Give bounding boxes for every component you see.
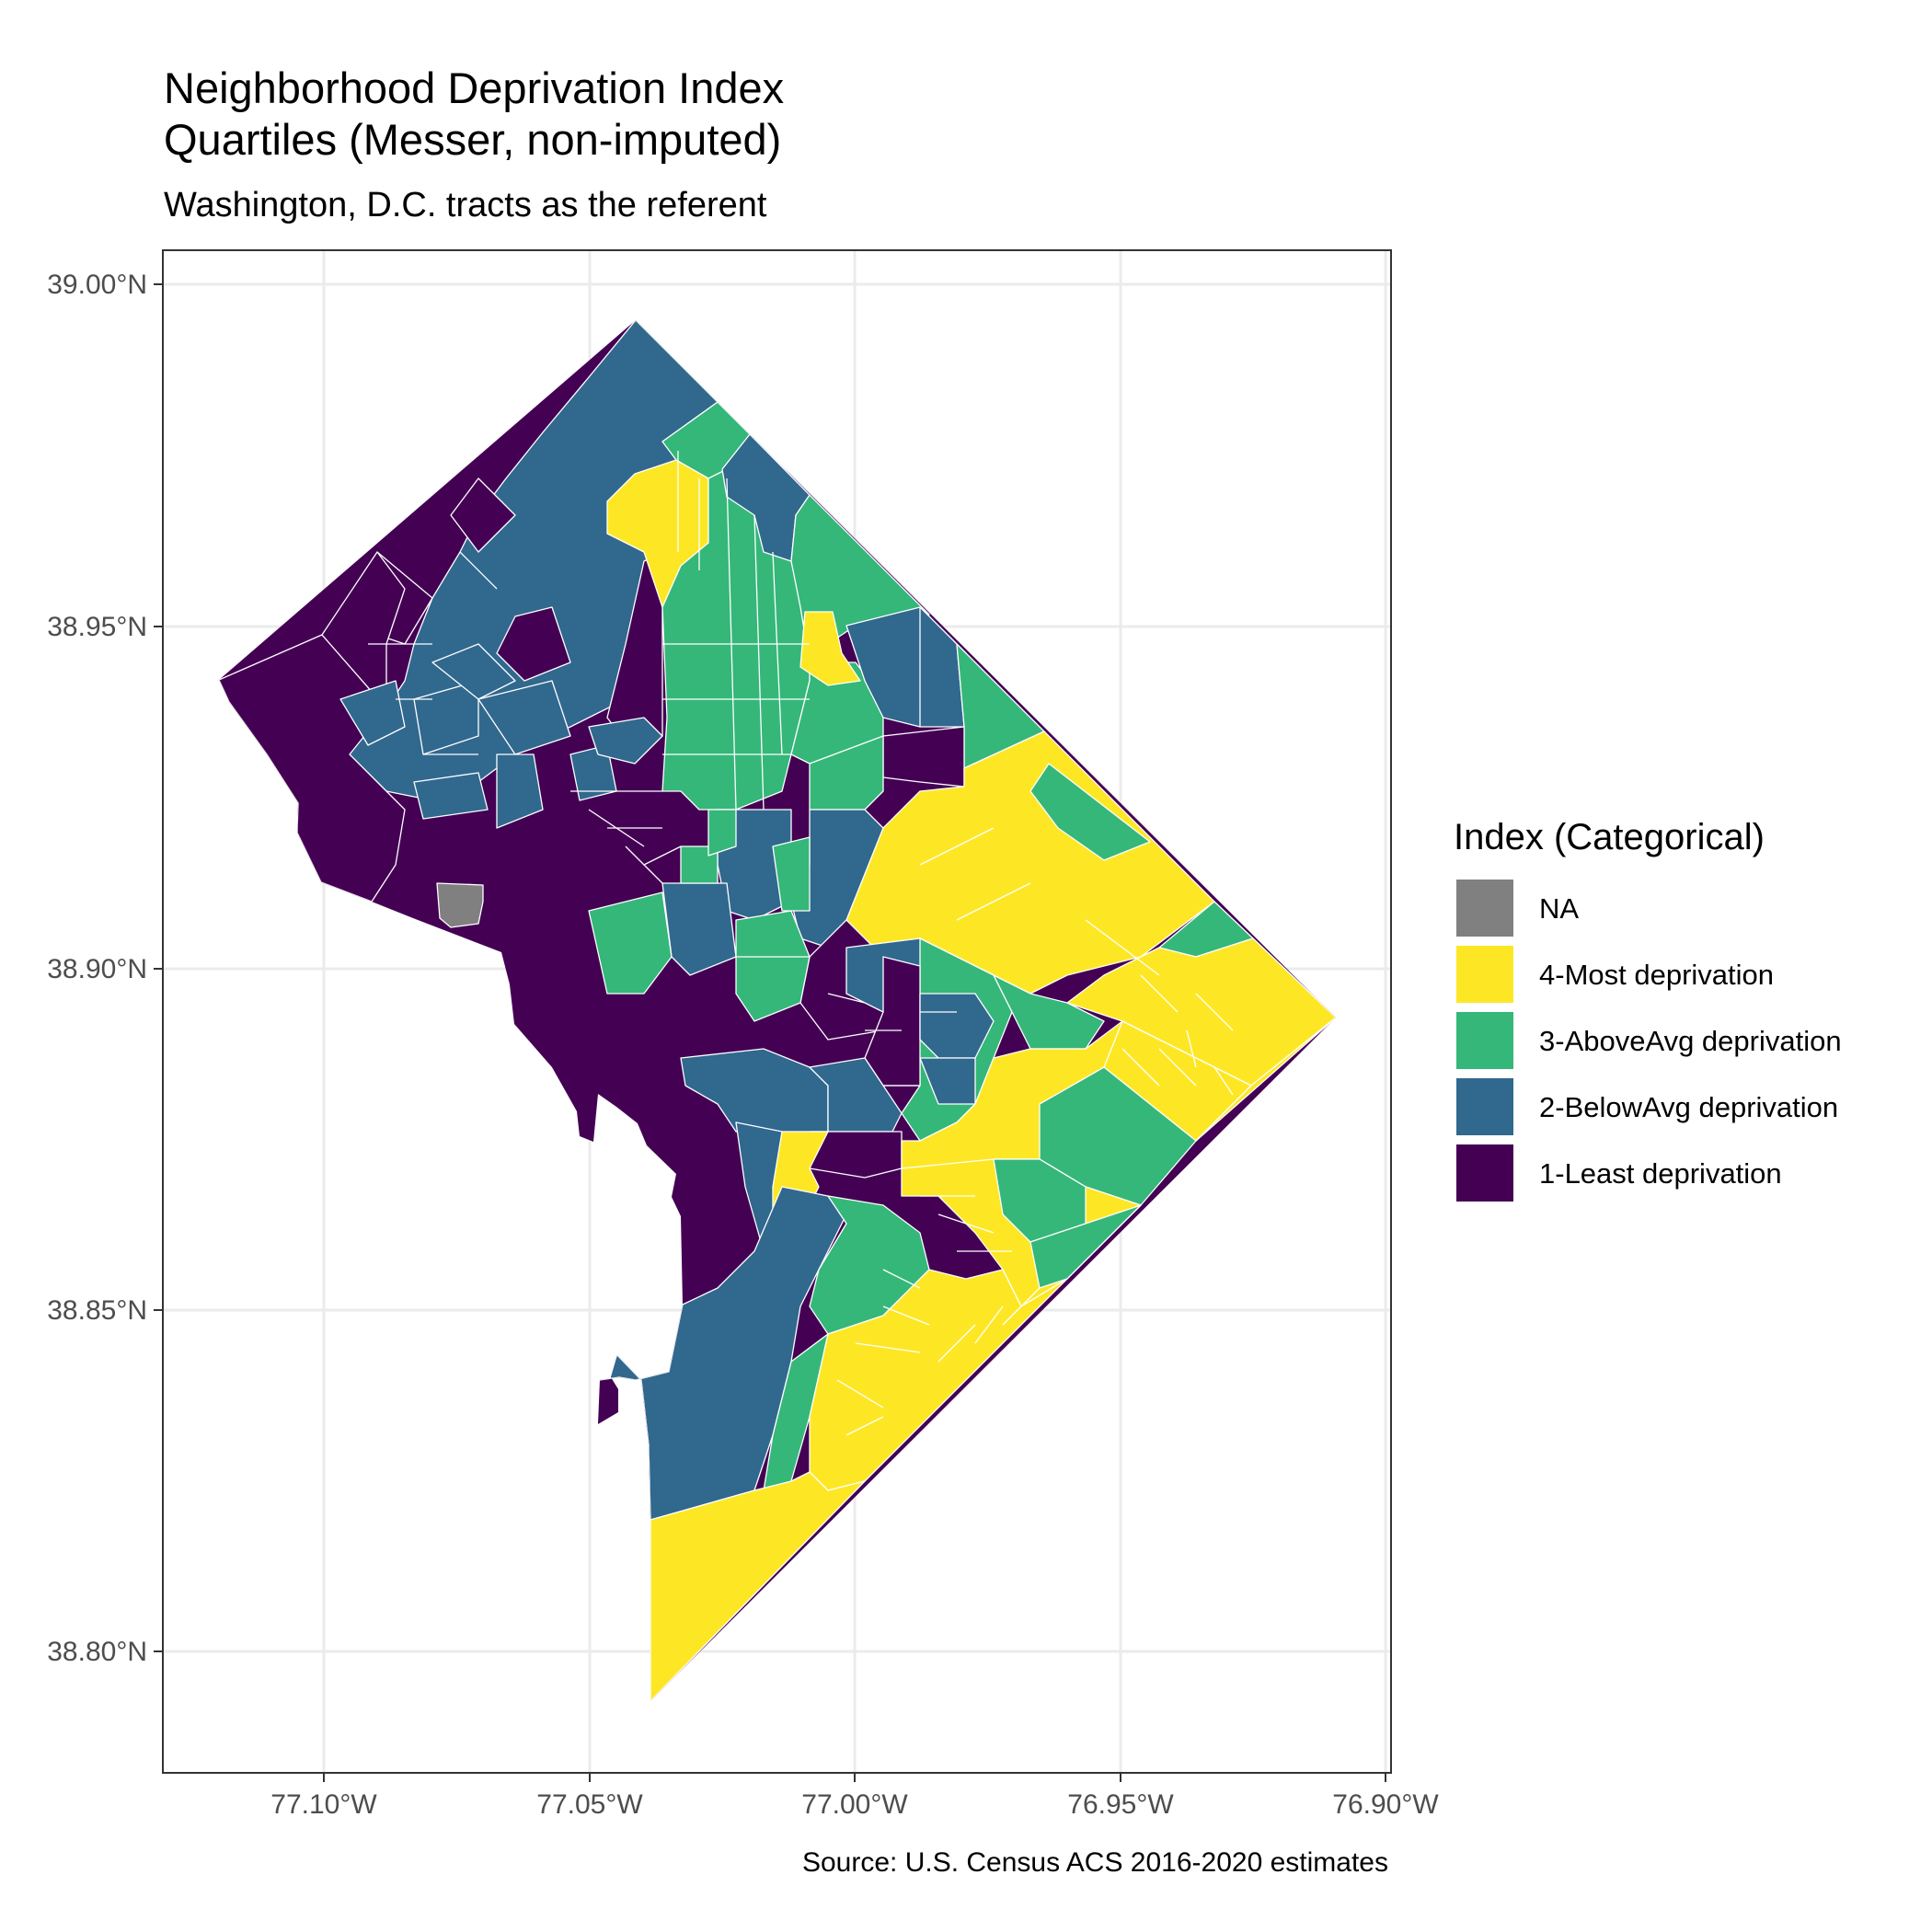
legend-title: Index (Categorical) [1454, 817, 1765, 857]
chart-title-line2: Quartiles (Messer, non-imputed) [164, 115, 781, 164]
legend-label-most: 4-Most deprivation [1539, 959, 1774, 991]
chart-title-line1: Neighborhood Deprivation Index [164, 63, 784, 112]
tract [496, 606, 571, 682]
tract [1195, 1017, 1336, 1142]
tract [477, 680, 571, 755]
x-tick-label: 77.10°W [270, 1789, 377, 1820]
tract [450, 477, 516, 553]
plot-panel [162, 249, 1392, 1774]
tract [1029, 1204, 1142, 1289]
tract [809, 1057, 903, 1133]
tract [799, 611, 861, 686]
legend: Index (Categorical) NA 4-Most deprivatio… [1454, 817, 1842, 1202]
tract [413, 772, 489, 820]
x-tick-label: 77.05°W [536, 1789, 643, 1820]
tract [707, 809, 737, 857]
x-tick-label: 76.95°W [1067, 1789, 1174, 1820]
y-tick-label: 39.00°N [47, 270, 147, 300]
tract-polygons [219, 320, 1336, 1701]
legend-label-na: NA [1539, 892, 1579, 925]
legend-key-na [1456, 880, 1513, 937]
tract [650, 1471, 866, 1701]
source-caption: Source: U.S. Census ACS 2016-2020 estima… [802, 1847, 1388, 1878]
chart-subtitle: Washington, D.C. tracts as the referent [164, 186, 767, 224]
legend-key-aboveavg [1456, 1012, 1513, 1069]
panel-border [162, 249, 1392, 1774]
tract [809, 735, 884, 811]
x-tick-label: 77.00°W [801, 1789, 908, 1820]
legend-label-belowavg: 2-BelowAvg deprivation [1539, 1091, 1838, 1123]
y-tick-label: 38.90°N [47, 954, 147, 984]
dc-tract-map [219, 320, 1336, 1701]
legend-label-aboveavg: 3-AboveAvg deprivation [1539, 1025, 1842, 1057]
tract-borders [368, 451, 1234, 1436]
legend-label-least: 1-Least deprivation [1539, 1157, 1782, 1190]
tract [431, 643, 516, 700]
tract [1029, 763, 1151, 861]
tract [882, 726, 965, 788]
legend-key-most [1456, 946, 1513, 1003]
tract-na [436, 882, 484, 928]
x-axis: 77.10°W 77.05°W 77.00°W 76.95°W 76.90°W [270, 1773, 1439, 1820]
tract [772, 836, 811, 912]
tract [588, 717, 663, 765]
tract [993, 974, 1105, 1050]
y-tick-label: 38.95°N [47, 612, 147, 642]
x-tick-label: 76.90°W [1332, 1789, 1439, 1820]
y-tick-label: 38.80°N [47, 1637, 147, 1667]
y-tick-label: 38.85°N [47, 1295, 147, 1326]
tract [588, 891, 673, 995]
tract [496, 753, 544, 829]
legend-key-least [1456, 1144, 1513, 1202]
y-axis: 39.00°N 38.95°N 38.90°N 38.85°N 38.80°N [47, 270, 163, 1667]
legend-key-belowavg [1456, 1078, 1513, 1135]
tract [735, 956, 811, 1022]
tract [339, 680, 406, 746]
